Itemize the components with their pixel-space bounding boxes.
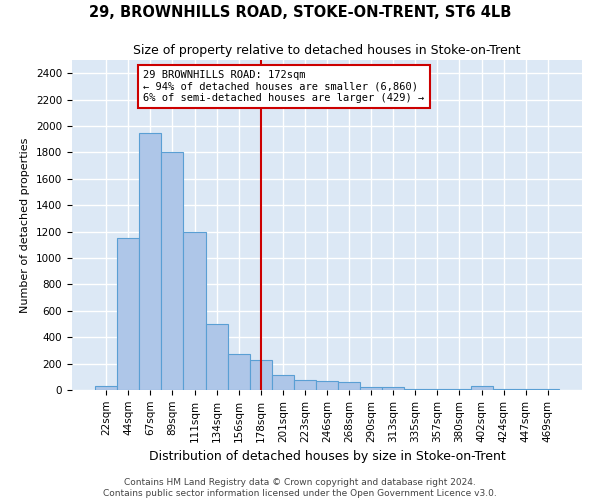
Text: 29 BROWNHILLS ROAD: 172sqm
← 94% of detached houses are smaller (6,860)
6% of se: 29 BROWNHILLS ROAD: 172sqm ← 94% of deta…: [143, 70, 425, 103]
Bar: [360, 386, 382, 390]
Text: 29, BROWNHILLS ROAD, STOKE-ON-TRENT, ST6 4LB: 29, BROWNHILLS ROAD, STOKE-ON-TRENT, ST6…: [89, 5, 511, 20]
Bar: [272, 376, 294, 390]
Bar: [470, 386, 493, 390]
Text: Contains HM Land Registry data © Crown copyright and database right 2024.
Contai: Contains HM Land Registry data © Crown c…: [103, 478, 497, 498]
Bar: [382, 386, 404, 390]
Bar: [294, 380, 316, 390]
Bar: [117, 238, 139, 390]
Title: Size of property relative to detached houses in Stoke-on-Trent: Size of property relative to detached ho…: [133, 44, 521, 58]
Bar: [184, 232, 206, 390]
Bar: [316, 382, 338, 390]
Bar: [227, 354, 250, 390]
Bar: [161, 152, 184, 390]
Bar: [139, 132, 161, 390]
Bar: [338, 382, 360, 390]
X-axis label: Distribution of detached houses by size in Stoke-on-Trent: Distribution of detached houses by size …: [149, 450, 505, 463]
Y-axis label: Number of detached properties: Number of detached properties: [20, 138, 31, 312]
Bar: [95, 386, 117, 390]
Bar: [250, 360, 272, 390]
Bar: [206, 324, 227, 390]
